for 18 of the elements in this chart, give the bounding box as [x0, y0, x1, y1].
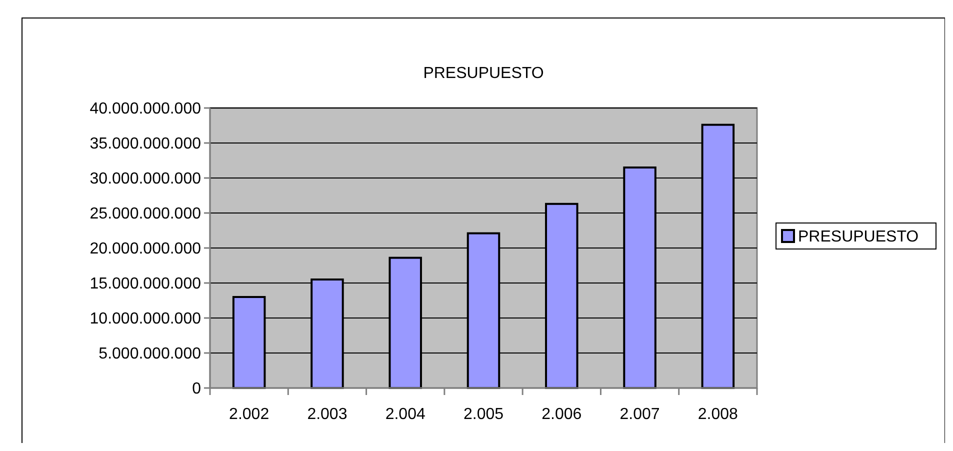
y-tick-label: 15.000.000.000 [90, 276, 202, 293]
x-tick-label: 2.008 [698, 406, 738, 423]
y-tick-label: 25.000.000.000 [90, 206, 202, 223]
y-tick-label: 5.000.000.000 [98, 346, 202, 363]
x-tick-label: 2.006 [542, 406, 582, 423]
x-tick-label: 2.005 [463, 406, 504, 423]
x-tick-label: 2.004 [385, 406, 426, 423]
x-tick-label: 2.007 [620, 406, 660, 423]
y-tick-label: 35.000.000.000 [90, 136, 202, 153]
y-tick-label: 20.000.000.000 [90, 240, 202, 258]
y-tick-label: 10.000.000.000 [90, 310, 202, 328]
y-tick-label: 40.000.000.000 [90, 100, 202, 118]
chart-title: PRESUPUESTO [423, 65, 544, 82]
x-tick-label: 2.002 [229, 406, 270, 423]
x-tick-label: 2.003 [307, 406, 348, 423]
legend-label: PRESUPUESTO [798, 228, 919, 246]
y-tick-label: 30.000.000.000 [90, 170, 202, 188]
y-tick-label: 0 [192, 380, 202, 398]
